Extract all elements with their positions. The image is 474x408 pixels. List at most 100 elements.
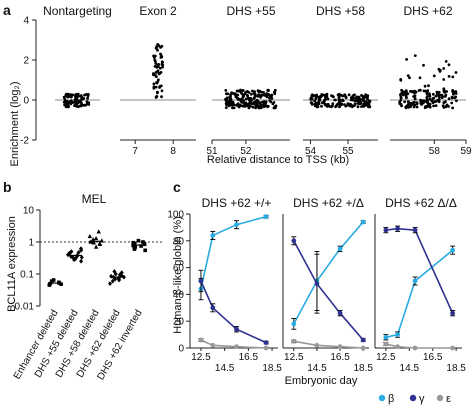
panel-a-point xyxy=(434,104,438,107)
panel-a-point xyxy=(434,100,438,103)
panel-b-point xyxy=(75,253,80,259)
panel-a-point xyxy=(256,93,260,97)
panel-a-point xyxy=(414,90,418,94)
panel-c-x-tick-label: 14.5 xyxy=(215,363,235,374)
panel-a-point xyxy=(400,91,404,95)
panel-a-point xyxy=(348,102,351,106)
panel-a-point xyxy=(155,46,159,49)
panel-a-point xyxy=(239,103,242,107)
panel-a-point xyxy=(250,99,253,102)
panel-b-point xyxy=(79,258,84,264)
panel-a-point xyxy=(155,70,158,74)
panel-label-a: a xyxy=(3,2,11,18)
panel-a-point xyxy=(266,89,270,93)
panel-a-point xyxy=(438,95,441,99)
panel-a-point xyxy=(427,84,430,88)
panel-a-point xyxy=(357,98,361,102)
panel-a-point xyxy=(453,96,457,100)
panel-a-facet-title: Nontargeting xyxy=(43,4,112,18)
panel-a-point xyxy=(240,100,244,104)
panel-c-point xyxy=(395,344,400,350)
panel-a-point xyxy=(451,89,454,93)
panel-a-point xyxy=(273,88,277,92)
panel-b-point xyxy=(113,271,118,277)
panel-b-point xyxy=(110,278,115,284)
panel-a-point xyxy=(428,93,431,97)
panel-a-point xyxy=(74,93,78,96)
panel-a-point xyxy=(403,91,407,95)
panel-a-point xyxy=(258,101,262,105)
panel-b-point xyxy=(97,241,102,246)
panel-a-point xyxy=(155,95,159,98)
panel-c-point xyxy=(234,222,239,228)
panel-a-point xyxy=(455,99,458,103)
panel-a-point xyxy=(425,100,429,104)
panel-b-point xyxy=(133,245,138,249)
panel-a-point xyxy=(334,105,337,109)
panel-a-point xyxy=(236,93,240,97)
panel-b-point xyxy=(96,229,101,234)
panel-c-x-tick-label: 14.5 xyxy=(400,363,420,374)
panel-a-point xyxy=(310,94,314,98)
panel-a-point xyxy=(355,97,358,100)
panel-c-facet-title: DHS +62 +/+ xyxy=(202,196,272,210)
panel-b-point xyxy=(131,240,136,245)
panel-a-point xyxy=(420,102,424,105)
panel-c-series-line xyxy=(200,280,267,344)
panel-c-point xyxy=(450,247,455,253)
panel-a-point xyxy=(154,75,158,78)
panel-c-point xyxy=(234,326,239,332)
panel-c-series-line xyxy=(293,221,364,325)
panel-b-point xyxy=(49,279,54,283)
panel-c-point xyxy=(395,332,400,337)
panel-a-point xyxy=(249,92,253,96)
panel-b-point xyxy=(143,248,147,253)
panel-a-point xyxy=(405,58,408,61)
panel-a-point xyxy=(251,105,255,109)
panel-a-point xyxy=(430,99,434,103)
panel-c-point xyxy=(450,310,455,316)
panel-a-point xyxy=(454,92,458,95)
panel-a-point xyxy=(442,67,446,70)
panel-a-point xyxy=(85,100,89,103)
panel-a-point xyxy=(259,104,263,107)
panel-a-point xyxy=(78,104,82,108)
panel-a-y-tick-label: -2 xyxy=(20,136,29,147)
panel-a-point xyxy=(160,95,163,99)
panel-a-point xyxy=(451,75,455,79)
panel-c-facet-title: DHS +62 Δ/Δ xyxy=(385,196,457,210)
panel-a-x-tick-label: 59 xyxy=(460,146,472,157)
panel-a-point xyxy=(351,98,354,102)
panel-c-point xyxy=(383,334,389,340)
panel-a-point xyxy=(399,78,403,81)
panel-a-point xyxy=(235,104,239,107)
panel-label-c: c xyxy=(173,179,181,195)
panel-c-point xyxy=(314,281,320,287)
panel-b-point xyxy=(59,282,63,287)
panel-a-point xyxy=(344,95,348,99)
panel-a-point xyxy=(434,94,438,98)
panel-b-point xyxy=(90,237,96,242)
panel-a-point xyxy=(408,103,412,106)
panel-a-point xyxy=(152,86,156,90)
panel-b-point xyxy=(141,240,145,244)
panel-c-point xyxy=(395,226,400,232)
panel-a-point xyxy=(266,105,269,109)
panel-c-point xyxy=(337,344,343,350)
panel-a-point xyxy=(261,93,264,97)
panel-a-point xyxy=(315,102,319,106)
panel-c-point xyxy=(210,342,216,348)
panel-a-point xyxy=(241,104,245,108)
panel-a-point xyxy=(156,65,160,68)
panel-c-point xyxy=(360,345,366,351)
panel-a-point xyxy=(445,90,448,93)
panel-a-point xyxy=(310,101,314,104)
panel-c-series-line xyxy=(385,249,454,339)
panel-c-x-tick-label: 16.5 xyxy=(330,352,350,363)
panel-a-point xyxy=(268,99,272,102)
panel-a-point xyxy=(454,71,458,74)
panel-a-x-tick-label: 7 xyxy=(132,146,138,157)
panel-a-point xyxy=(423,99,426,103)
